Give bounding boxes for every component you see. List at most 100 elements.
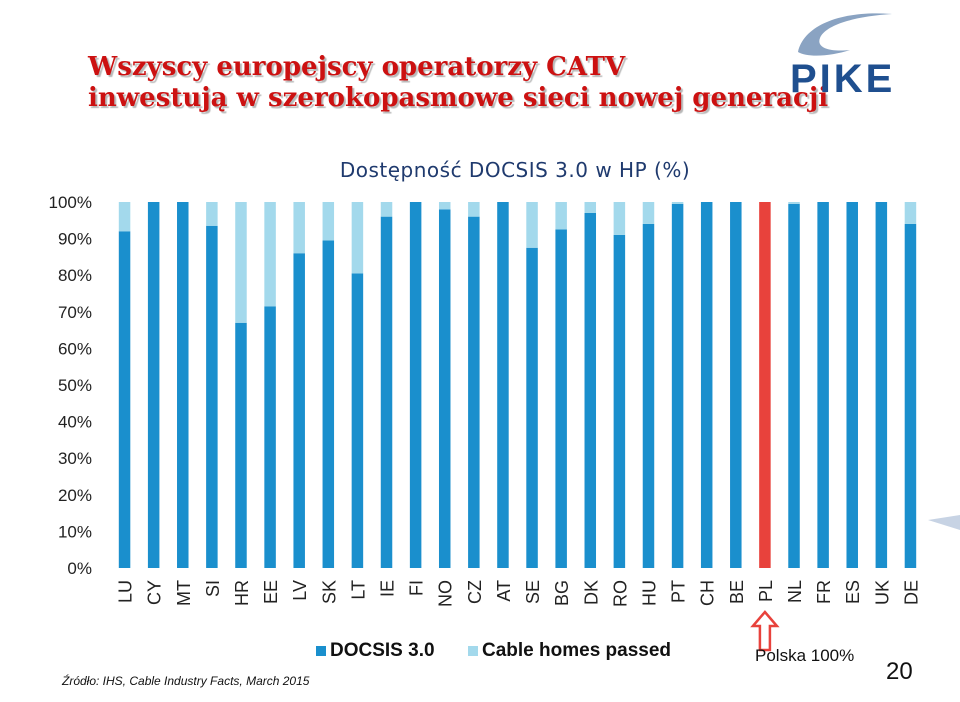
x-tick-label: AT xyxy=(494,580,514,602)
x-tick-label: CH xyxy=(698,580,718,606)
x-tick-label: MT xyxy=(174,580,194,606)
bar-cable-se xyxy=(526,202,538,248)
source-note: Źródło: IHS, Cable Industry Facts, March… xyxy=(62,674,310,688)
bar-docsis-hr xyxy=(235,322,247,568)
y-tick-label: 80% xyxy=(58,266,92,285)
bar-docsis-ee xyxy=(264,306,276,568)
bar-cable-dk xyxy=(584,202,597,213)
y-tick-label: 40% xyxy=(58,413,92,432)
x-tick-label: BE xyxy=(727,580,747,604)
x-tick-label: NO xyxy=(436,580,456,607)
bar-docsis-nl xyxy=(788,203,800,568)
x-tick-label: HR xyxy=(232,580,252,606)
bar-docsis-lu xyxy=(118,231,131,568)
bar-docsis-ch xyxy=(700,202,713,568)
bar-docsis-se xyxy=(526,247,538,568)
chart-title: Dostępność DOCSIS 3.0 w HP (%) xyxy=(339,158,691,182)
bar-docsis-fr xyxy=(817,202,829,568)
x-tick-label: FI xyxy=(407,580,427,596)
x-tick-label: DE xyxy=(901,580,921,605)
logo-text: PIKE xyxy=(790,57,895,98)
legend-label-docsis: DOCSIS 3.0 xyxy=(330,640,435,661)
x-tick-label: HU xyxy=(639,580,659,606)
bar-docsis-be xyxy=(730,202,742,568)
y-tick-label: 100% xyxy=(49,193,92,212)
x-tick-label: SK xyxy=(319,580,339,604)
bar-docsis-no xyxy=(438,209,451,568)
bar-cable-ie xyxy=(380,202,393,217)
bar-docsis-at xyxy=(497,202,509,568)
y-tick-label: 90% xyxy=(58,230,92,249)
x-tick-label: CY xyxy=(145,580,165,605)
y-tick-label: 20% xyxy=(58,486,92,505)
bar-docsis-cy xyxy=(147,202,160,568)
bar-cable-sk xyxy=(322,202,335,241)
slide-title-line2: inwestują w szerokopasmowe sieci nowej g… xyxy=(88,83,829,113)
bar-docsis-hu xyxy=(642,223,655,568)
bar-cable-ro xyxy=(613,202,626,235)
bar-cable-hu xyxy=(642,202,655,224)
y-tick-label: 0% xyxy=(67,559,92,578)
y-tick-label: 50% xyxy=(58,376,92,395)
x-tick-label: RO xyxy=(610,580,630,607)
bar-cable-lu xyxy=(118,202,131,232)
bar-docsis-ro xyxy=(613,234,626,568)
bar-docsis-fi xyxy=(409,202,422,568)
page-number: 20 xyxy=(886,658,913,685)
x-tick-label: CZ xyxy=(465,580,485,604)
bar-cable-cz xyxy=(468,202,480,217)
bar-cable-pt xyxy=(671,202,684,204)
y-tick-label: 10% xyxy=(58,522,92,541)
legend-swatch-cable xyxy=(468,646,478,656)
bar-docsis-pt xyxy=(671,203,684,568)
legend-label-cable: Cable homes passed xyxy=(482,640,672,661)
x-tick-label: IE xyxy=(378,580,398,597)
bar-docsis-si xyxy=(206,225,218,569)
highlight-arrow-icon xyxy=(750,610,780,652)
bar-cable-bg xyxy=(555,202,567,230)
x-tick-label: PT xyxy=(669,580,689,603)
bar-cable-de xyxy=(904,202,917,224)
bar-docsis-dk xyxy=(584,212,597,569)
bar-docsis-lt xyxy=(351,273,364,568)
legend-swatch-docsis xyxy=(316,646,326,656)
bar-docsis-uk xyxy=(875,202,888,568)
x-tick-label: EE xyxy=(261,580,281,604)
slide-title: Wszyscy europejscy operatorzy CATV inwes… xyxy=(88,52,828,114)
x-tick-label: PL xyxy=(756,580,776,602)
x-tick-label: BG xyxy=(552,580,572,606)
bar-cable-hr xyxy=(235,202,247,323)
bar-docsis-sk xyxy=(322,240,335,568)
slide-title-line1: Wszyscy europejscy operatorzy CATV xyxy=(88,52,626,82)
bar-cable-ee xyxy=(264,202,276,307)
x-tick-label: SI xyxy=(203,580,223,597)
bar-cable-si xyxy=(206,202,218,226)
bar-docsis-de xyxy=(904,223,917,568)
logo-swoosh-icon xyxy=(798,13,892,56)
bar-docsis-mt xyxy=(177,202,189,568)
bar-cable-lv xyxy=(293,202,305,254)
bar-cable-nl xyxy=(788,202,800,204)
x-tick-label: ES xyxy=(843,580,863,604)
bar-cable-lt xyxy=(351,202,364,274)
bar-docsis-ie xyxy=(380,216,393,568)
y-tick-label: 70% xyxy=(58,303,92,322)
y-tick-label: 30% xyxy=(58,449,92,468)
decorative-wedge xyxy=(928,515,960,530)
bar-docsis-lv xyxy=(293,253,305,569)
bar-docsis-es xyxy=(846,202,858,568)
x-tick-label: DK xyxy=(581,580,601,605)
bar-cable-no xyxy=(438,202,451,210)
bar-docsis-pl xyxy=(759,202,771,568)
polska-annotation: Polska 100% xyxy=(755,646,855,665)
y-tick-label: 60% xyxy=(58,339,92,358)
x-tick-label: SE xyxy=(523,580,543,604)
x-tick-label: FR xyxy=(814,580,834,604)
x-tick-label: LT xyxy=(348,580,368,600)
bar-docsis-bg xyxy=(555,229,567,568)
x-tick-label: LU xyxy=(116,580,136,603)
pike-logo: PIKE xyxy=(790,13,895,98)
bar-docsis-cz xyxy=(468,216,480,568)
x-tick-label: LV xyxy=(290,580,310,601)
